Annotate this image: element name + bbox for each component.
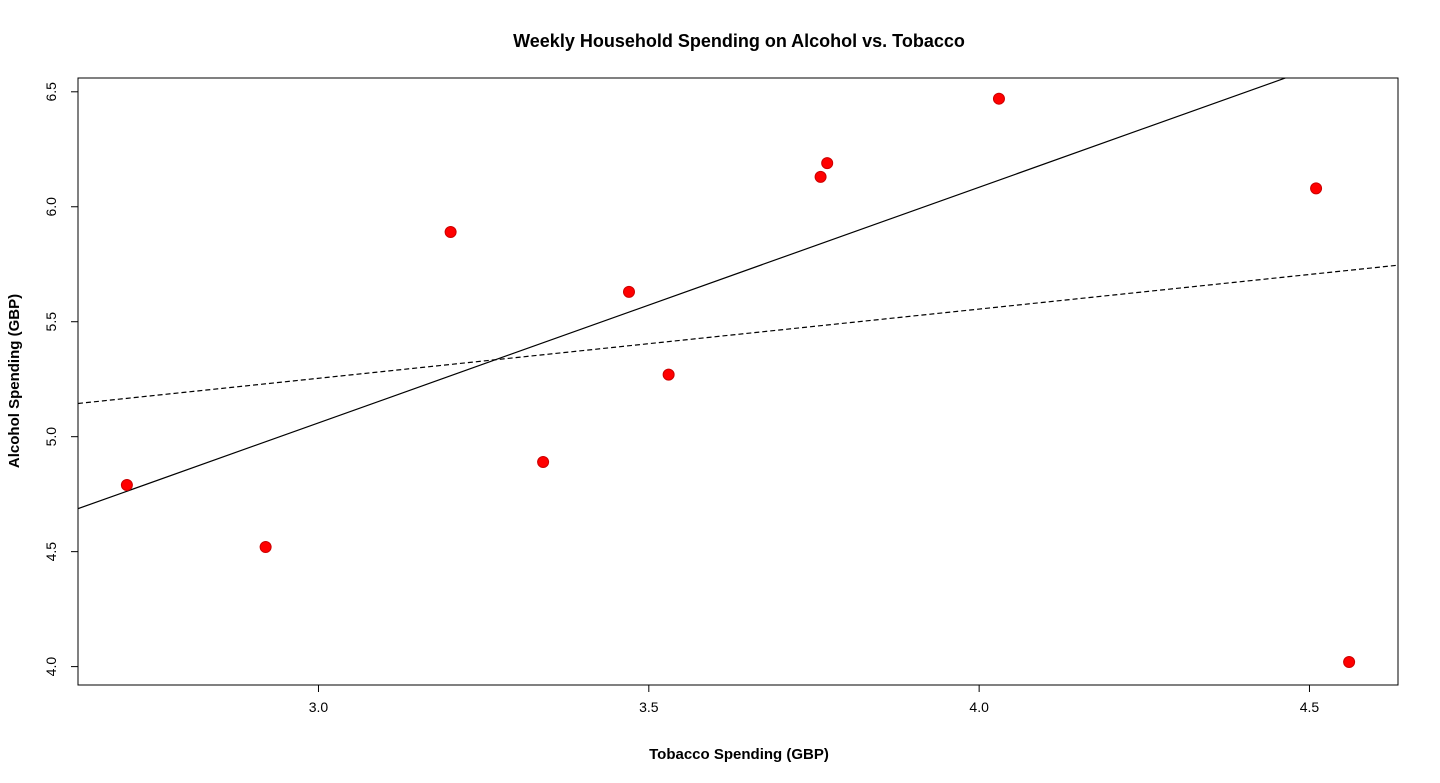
data-point bbox=[444, 226, 457, 239]
data-point bbox=[992, 92, 1005, 105]
data-point bbox=[1310, 182, 1323, 195]
x-tick-label: 3.5 bbox=[639, 699, 659, 715]
chart-title: Weekly Household Spending on Alcohol vs.… bbox=[513, 31, 965, 51]
data-point bbox=[537, 455, 550, 468]
x-tick-label: 4.5 bbox=[1300, 699, 1320, 715]
data-point bbox=[814, 170, 827, 183]
data-point bbox=[622, 285, 635, 298]
data-point bbox=[821, 157, 834, 170]
y-tick-label: 4.5 bbox=[43, 542, 59, 562]
x-axis-label: Tobacco Spending (GBP) bbox=[649, 746, 829, 763]
data-point bbox=[662, 368, 675, 381]
y-tick-label: 6.5 bbox=[43, 82, 59, 102]
solid-fit-line bbox=[78, 78, 1288, 510]
y-tick-label: 6.0 bbox=[43, 197, 59, 217]
y-axis-label: Alcohol Spending (GBP) bbox=[6, 294, 23, 468]
plot-frame bbox=[77, 77, 1399, 686]
y-tick-label: 5.5 bbox=[43, 312, 59, 332]
y-tick-label: 5.0 bbox=[43, 427, 59, 447]
data-point bbox=[120, 478, 133, 491]
data-point bbox=[1343, 656, 1356, 669]
data-point bbox=[259, 541, 272, 554]
plot-layer: 3.0 3.5 4.0 4.5 4.0 4.5 5.0 5.5 6.0 6.5 bbox=[43, 77, 1399, 715]
x-tick-label: 4.0 bbox=[969, 699, 989, 715]
x-tick-label: 3.0 bbox=[309, 699, 329, 715]
y-tick-label: 4.0 bbox=[43, 657, 59, 677]
dashed-fit-line bbox=[78, 264, 1398, 405]
